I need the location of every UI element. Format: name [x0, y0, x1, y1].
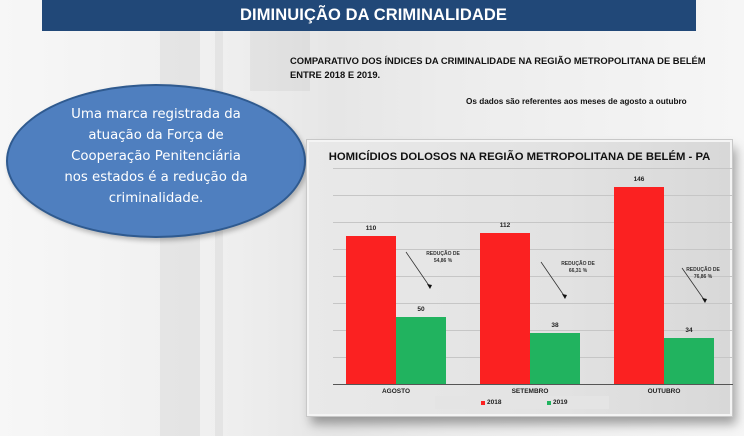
reduction-annotation-agosto: REDUÇÃO DE 54,86 % [423, 251, 463, 265]
annotation-value: 66,31 % [568, 268, 588, 274]
description-line-2: ENTRE 2018 E 2019. [290, 69, 381, 80]
bar-chart: HOMICÍDIOS DOLOSOS NA REGIÃO METROPOLITA… [307, 140, 733, 416]
legend-item-2019: 2019 [547, 399, 567, 406]
annotation-line: REDUÇÃO DE [686, 267, 720, 273]
bar-2019-agosto [396, 317, 446, 384]
chart-legend: 2018 2019 [435, 396, 609, 409]
gridline [333, 222, 733, 223]
gridline [333, 168, 733, 169]
category-label-agosto: AGOSTO [381, 388, 411, 395]
bar-2018-outubro [614, 187, 664, 384]
gridline [333, 303, 733, 304]
reduction-annotation-setembro: REDUÇÃO DE 66,31 % [558, 261, 598, 275]
gridline [333, 276, 733, 277]
background-pillar [215, 31, 223, 436]
x-axis [333, 384, 733, 385]
legend-swatch-green [547, 400, 551, 405]
legend-label: 2018 [487, 399, 502, 406]
callout-ellipse: Uma marca registrada da atuação da Força… [6, 84, 306, 238]
gridline [333, 195, 733, 196]
legend-swatch-red [481, 400, 485, 405]
annotation-value: 76,86 % [693, 274, 713, 280]
bar-2019-setembro [530, 333, 580, 384]
value-label-2018-agosto: 110 [365, 225, 377, 232]
category-label-outubro: OUTUBRO [647, 388, 681, 395]
legend-label: 2019 [553, 399, 568, 406]
annotation-value: 54,86 % [433, 258, 453, 264]
reduction-annotation-outubro: REDUÇÃO DE 76,86 % [683, 267, 723, 281]
annotation-line: REDUÇÃO DE [561, 261, 595, 267]
annotation-line: REDUÇÃO DE [426, 251, 460, 257]
gridline [333, 249, 733, 250]
value-label-2019-outubro: 34 [685, 327, 693, 334]
value-label-2018-setembro: 112 [499, 222, 511, 229]
arrow-icon [405, 251, 432, 289]
value-label-2018-outubro: 146 [633, 176, 645, 183]
arrow-icon [540, 261, 567, 299]
bar-2018-agosto [346, 236, 396, 384]
category-label-setembro: SETEMBRO [511, 388, 549, 395]
legend-item-2018: 2018 [481, 399, 501, 406]
arrow-icon [681, 267, 707, 303]
bar-2018-setembro [480, 233, 530, 384]
gridline [333, 330, 733, 331]
page-title: DIMINUIÇÃO DA CRIMINALIDADE [240, 6, 507, 24]
bar-2019-outubro [664, 338, 714, 384]
chart-title: HOMICÍDIOS DOLOSOS NA REGIÃO METROPOLITA… [328, 151, 711, 163]
plot-area: 110 50 112 38 146 34 REDUÇÃO DE 54,86 % … [333, 168, 733, 385]
callout-text: Uma marca registrada da atuação da Força… [64, 106, 248, 206]
background-window [250, 31, 310, 91]
value-label-2019-setembro: 38 [551, 322, 559, 329]
chart-description: COMPARATIVO DOS ÍNDICES DA CRIMINALIDADE… [290, 54, 740, 82]
value-label-2019-agosto: 50 [417, 306, 425, 313]
data-period-note: Os dados são referentes aos meses de ago… [466, 97, 687, 106]
description-line-1: COMPARATIVO DOS ÍNDICES DA CRIMINALIDADE… [290, 55, 706, 66]
page-title-bar: DIMINUIÇÃO DA CRIMINALIDADE [42, 0, 696, 31]
